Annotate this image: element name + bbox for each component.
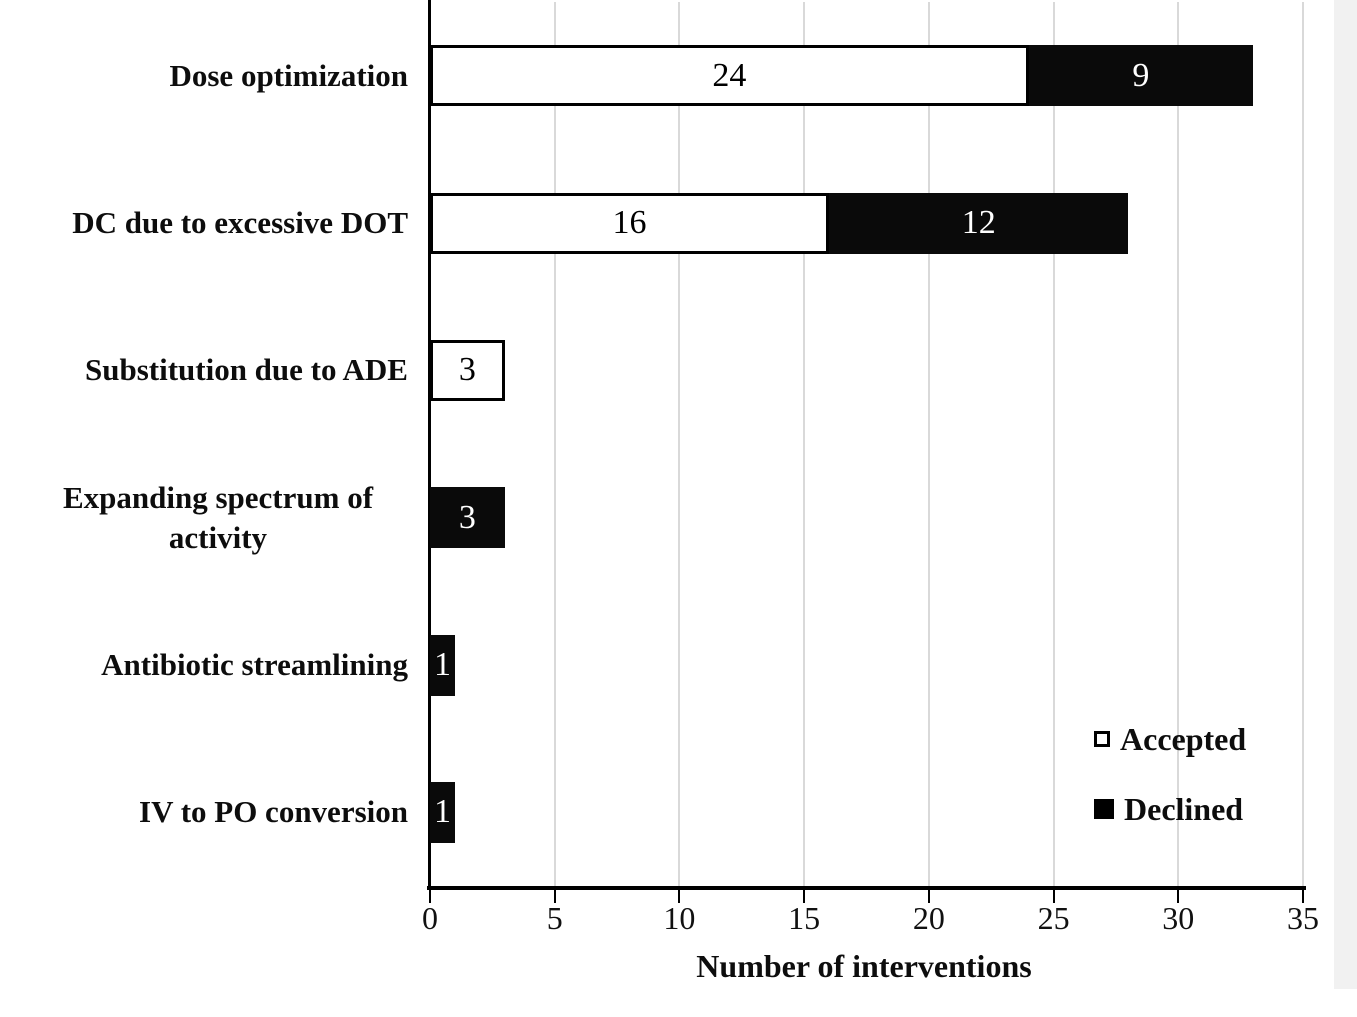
category-label-5: IV to PO conversion — [139, 794, 408, 830]
x-tick-mark-25 — [1052, 890, 1055, 903]
bar-value-label: 1 — [433, 793, 451, 831]
gridline-x-15 — [803, 2, 806, 886]
gridline-x-35 — [1302, 2, 1304, 886]
bar-declined-0: 9 — [1028, 45, 1254, 107]
x-tick-label-5: 5 — [546, 900, 563, 936]
x-tick-label-20: 20 — [912, 900, 945, 936]
image-edge-strip — [1334, 0, 1357, 989]
x-tick-mark-20 — [927, 890, 930, 903]
x-tick-label-25: 25 — [1037, 900, 1070, 936]
y-axis-line — [428, 0, 431, 888]
bar-accepted-2: 3 — [430, 339, 505, 401]
category-label-1: DC due to excessive DOT — [72, 205, 408, 240]
legend-item-accepted: Accepted — [1094, 718, 1246, 760]
gridline-x-30 — [1177, 2, 1180, 886]
gridline-x-10 — [678, 2, 681, 886]
bar-value-label: 3 — [458, 498, 476, 536]
bar-value-label: 16 — [612, 204, 647, 241]
x-tick-label-30: 30 — [1162, 900, 1195, 936]
x-tick-label-35: 35 — [1287, 900, 1319, 936]
x-tick-mark-30 — [1177, 890, 1180, 903]
bar-value-label: 3 — [458, 351, 476, 389]
category-label-0: Dose optimization — [169, 57, 408, 93]
legend: Accepted Declined — [1094, 718, 1246, 830]
bar-accepted-0: 24 — [430, 45, 1029, 107]
bar-accepted-1: 16 — [430, 192, 830, 254]
bar-value-label: 1 — [433, 646, 451, 683]
category-label-4: Antibiotic streamlining — [101, 647, 408, 682]
accepted-swatch-icon — [1094, 731, 1110, 747]
legend-item-declined: Declined — [1094, 788, 1246, 830]
bar-declined-1: 12 — [829, 192, 1129, 254]
x-tick-mark-0 — [429, 890, 431, 903]
x-axis-title: Number of interventions — [696, 948, 1032, 984]
x-tick-mark-15 — [803, 890, 806, 903]
bar-declined-3: 3 — [430, 487, 505, 549]
x-axis-line — [427, 886, 1306, 890]
x-tick-label-0: 0 — [422, 900, 438, 936]
gridline-x-25 — [1052, 2, 1055, 886]
bar-declined-4: 1 — [430, 634, 455, 696]
bar-value-label: 24 — [712, 56, 747, 94]
category-label-3: Expanding spectrum of activity — [62, 479, 374, 555]
x-tick-label-10: 10 — [663, 900, 696, 936]
gridline-x-20 — [927, 2, 930, 886]
bar-value-label: 12 — [961, 204, 996, 241]
gridline-x-5 — [553, 2, 556, 886]
bar-value-label: 9 — [1132, 56, 1150, 94]
x-tick-mark-5 — [553, 890, 556, 903]
bar-declined-5: 1 — [430, 781, 455, 843]
x-tick-mark-10 — [678, 890, 681, 903]
x-tick-mark-35 — [1302, 890, 1304, 903]
declined-swatch-icon — [1094, 799, 1114, 819]
legend-label-accepted: Accepted — [1120, 720, 1247, 757]
category-label-2: Substitution due to ADE — [84, 352, 408, 388]
x-tick-label-15: 15 — [788, 900, 821, 936]
legend-label-declined: Declined — [1124, 790, 1244, 827]
